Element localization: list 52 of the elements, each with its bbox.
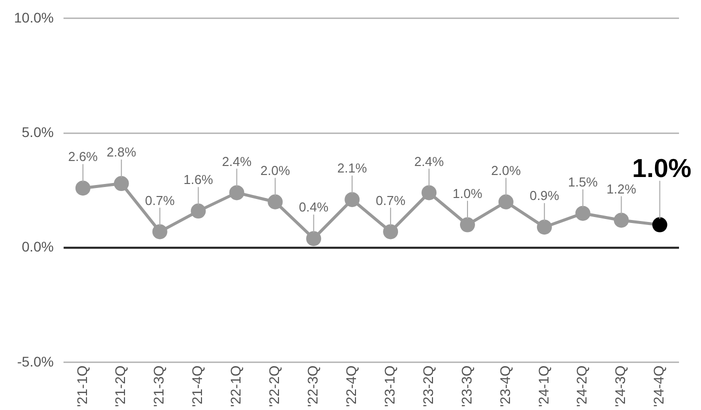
x-tick-label: '21-3Q — [150, 365, 167, 408]
x-tick-label: '23-4Q — [496, 365, 513, 408]
data-label: 0.7% — [145, 192, 176, 208]
data-label: 0.9% — [530, 188, 560, 204]
data-label: 2.0% — [491, 162, 522, 178]
y-tick-label: -5.0% — [17, 353, 54, 370]
point — [152, 224, 168, 240]
y-tick-label: 5.0% — [22, 124, 54, 140]
point — [614, 212, 629, 228]
data-label: 1.6% — [183, 172, 214, 188]
x-tick-label: '23-3Q — [458, 365, 474, 408]
x-tick-label: '24-4Q — [650, 365, 667, 408]
data-label: 0.4% — [298, 200, 329, 215]
data-label: 1.0% — [452, 186, 483, 201]
x-tick-label: '23-1Q — [381, 365, 398, 408]
y-tick-label: 0.0% — [22, 238, 54, 255]
x-tick-label: '22-3Q — [304, 365, 321, 408]
data-label: 2.0% — [260, 162, 290, 178]
point — [383, 224, 398, 240]
x-tick-label: '22-2Q — [266, 365, 282, 408]
point — [575, 206, 590, 221]
data-label: 1.5% — [568, 174, 598, 190]
point — [498, 194, 514, 210]
data-label: 2.6% — [68, 149, 98, 164]
x-tick-label: '21-2Q — [112, 365, 128, 408]
x-tick-label: '21-4Q — [189, 365, 206, 408]
x-tick-label: '22-4Q — [342, 365, 359, 408]
data-label: 2.4% — [222, 154, 252, 169]
x-tick-label: '22-1Q — [228, 365, 244, 408]
data-label: 1.0% — [632, 152, 692, 183]
data-label: 2.8% — [106, 144, 137, 160]
data-label: 2.4% — [414, 154, 444, 169]
x-tick-label: '23-2Q — [420, 365, 436, 408]
data-label: 0.7% — [376, 192, 406, 208]
point — [190, 204, 206, 219]
x-tick-label: '21-1Q — [74, 365, 90, 408]
data-label: 2.1% — [337, 160, 368, 176]
point — [652, 217, 668, 232]
data-label: 1.2% — [606, 181, 637, 196]
point — [306, 231, 322, 246]
point — [344, 192, 360, 208]
point — [268, 194, 283, 210]
y-tick-label: 10.0% — [14, 9, 54, 26]
point — [536, 220, 552, 235]
x-tick-label: '24-1Q — [535, 365, 552, 408]
point — [229, 185, 244, 200]
point — [422, 185, 437, 200]
x-tick-label: '24-3Q — [612, 365, 628, 408]
point — [114, 176, 129, 192]
x-tick-label: '24-2Q — [574, 365, 590, 408]
point — [460, 217, 475, 232]
point — [75, 180, 90, 196]
